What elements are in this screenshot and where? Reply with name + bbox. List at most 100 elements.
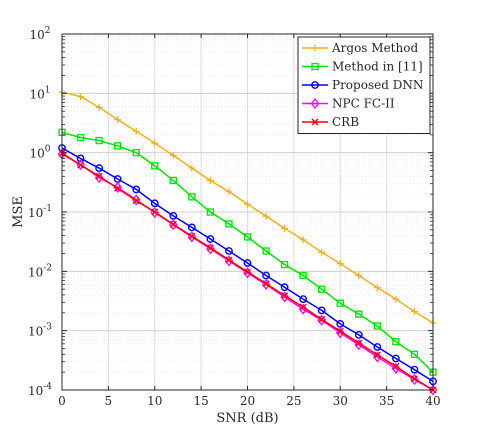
data-point-crb (262, 280, 270, 288)
y-tick-exponent: -3 (43, 323, 52, 333)
data-point-argos-method (225, 188, 233, 196)
y-tick-base: 10 (28, 325, 43, 339)
y-tick-label: 101 (29, 85, 50, 101)
legend-marker (311, 44, 319, 52)
series-layer (57, 88, 438, 396)
y-tick-label: 10-2 (28, 263, 52, 279)
y-tick-label: 10-1 (28, 204, 52, 220)
data-point-argos-method (151, 139, 159, 147)
legend-item-argos-method: Argos Method (302, 41, 418, 55)
data-point-proposed-dnn (132, 185, 141, 194)
legend-label: Proposed DNN (332, 78, 423, 92)
legend-label: NPC FC-II (332, 97, 395, 111)
data-point-npc-fc-ii (94, 172, 104, 184)
data-point-argos-method (132, 127, 140, 135)
data-point-method-in-11 (169, 176, 177, 185)
data-point-proposed-dnn (280, 283, 289, 292)
data-point-proposed-dnn (317, 306, 326, 315)
data-point-method-in-11 (280, 260, 289, 269)
data-point-crb (95, 172, 103, 180)
data-point-crb (114, 184, 122, 192)
data-point-argos-method (410, 308, 418, 316)
data-point-npc-fc-ii (280, 291, 289, 303)
data-point-npc-fc-ii (391, 362, 401, 375)
data-point-argos-method (373, 284, 381, 292)
data-point-argos-method (95, 103, 103, 111)
data-point-crb (151, 208, 159, 216)
data-point-proposed-dnn (410, 365, 419, 374)
x-tick-label: 35 (379, 394, 394, 408)
data-point-method-in-11 (188, 193, 196, 201)
data-point-crb (244, 268, 251, 276)
series-proposed-dnn (58, 144, 437, 386)
legend-label: Argos Method (331, 41, 418, 55)
data-point-crb (132, 197, 140, 205)
data-point-proposed-dnn (150, 199, 159, 208)
data-point-proposed-dnn (373, 343, 382, 351)
data-point-method-in-11 (114, 142, 122, 150)
x-tick-label: 5 (105, 394, 113, 408)
data-point-crb (169, 220, 177, 228)
y-tick-exponent: -4 (43, 382, 52, 392)
legend-item-proposed-dnn: Proposed DNN (302, 78, 423, 92)
data-point-method-in-11 (299, 271, 307, 280)
data-point-method-in-11 (336, 299, 344, 307)
legend-item-npc-fc-ii: NPC FC-II (302, 97, 395, 111)
x-tick-label: 25 (286, 394, 301, 408)
y-tick-exponent: 0 (45, 145, 51, 155)
data-point-method-in-11 (243, 233, 252, 241)
data-point-crb (410, 375, 418, 383)
y-tick-base: 10 (29, 87, 44, 101)
data-point-proposed-dnn (76, 154, 85, 163)
legend-marker (311, 118, 319, 126)
data-point-argos-method (206, 176, 214, 184)
data-point-proposed-dnn (354, 330, 363, 339)
data-point-argos-method (114, 116, 122, 124)
data-point-proposed-dnn (206, 235, 215, 243)
data-point-crb (392, 362, 400, 370)
data-point-crb (373, 351, 381, 359)
data-point-argos-method (188, 164, 196, 172)
data-point-method-in-11 (355, 310, 363, 318)
data-point-crb (355, 339, 363, 347)
legend: Argos Method Method in [11] Proposed DNN NP… (297, 36, 431, 134)
series-method-in-11 (58, 128, 437, 376)
y-tick-label: 100 (29, 145, 50, 161)
data-point-method-in-11 (262, 247, 270, 255)
data-point-proposed-dnn (336, 320, 345, 328)
data-point-proposed-dnn (299, 295, 308, 304)
x-tick-label: 0 (58, 394, 66, 408)
x-tick-label: 10 (147, 394, 162, 408)
data-point-argos-method (355, 272, 363, 280)
legend-marker (310, 97, 320, 110)
data-point-npc-fc-ii (298, 303, 308, 315)
legend-label: Method in [11] (332, 60, 423, 74)
data-point-proposed-dnn (225, 247, 233, 255)
data-point-crb (225, 256, 233, 264)
x-tick-label: 40 (425, 394, 440, 408)
data-point-crb (77, 161, 85, 169)
data-point-npc-fc-ii (335, 327, 345, 339)
data-point-npc-fc-ii (206, 243, 215, 255)
legend-marker (311, 81, 319, 89)
data-point-proposed-dnn (391, 354, 400, 363)
data-point-argos-method (318, 248, 326, 256)
data-point-crb (188, 232, 196, 240)
data-point-crb (299, 303, 307, 311)
legend-item-crb: CRB (302, 115, 359, 129)
data-point-argos-method (169, 151, 177, 159)
data-point-proposed-dnn (243, 259, 252, 267)
y-tick-base: 10 (28, 206, 43, 220)
y-tick-label: 10-4 (28, 382, 52, 398)
x-tick-label: 30 (333, 394, 348, 408)
legend-item-method-in-11: Method in [11] (302, 60, 423, 74)
x-axis-label: SNR (dB) (216, 411, 278, 426)
y-tick-exponent: -2 (43, 263, 52, 273)
data-point-proposed-dnn (95, 164, 104, 172)
x-tick-label: 20 (240, 394, 255, 408)
y-tick-base: 10 (29, 147, 44, 161)
data-point-method-in-11 (392, 338, 400, 346)
data-point-method-in-11 (132, 149, 140, 157)
data-point-proposed-dnn (169, 211, 178, 220)
